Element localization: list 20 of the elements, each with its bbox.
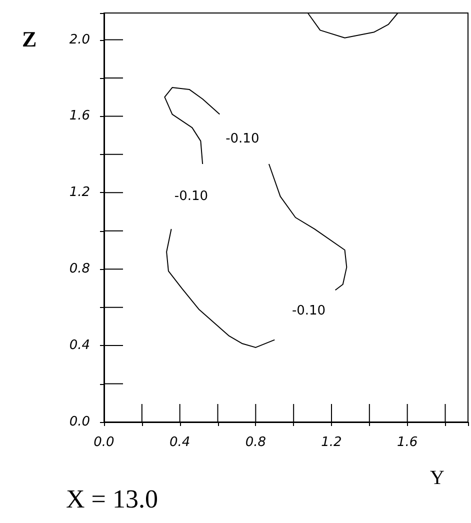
y-tick-label: 0.4 [69,338,90,354]
x-axis-title: Y [430,467,444,489]
annotation: -0.10 [174,188,208,204]
x-tick-label: 1.2 [321,435,342,450]
line-series [268,163,348,291]
x-tick-label: 0.8 [245,435,266,450]
line-series [164,87,220,164]
y-axis-title: Z [22,26,37,52]
x-tick-label: 1.6 [396,435,418,450]
x-tick-label: 0.0 [94,435,114,450]
annotation: -0.10 [226,132,260,147]
text: X = 13.0 [66,484,158,514]
line-series [166,228,276,348]
annotation: -0.10 [292,304,326,319]
y-tick-label: 0.8 [69,262,90,277]
y-tick-label: 0.0 [69,414,90,430]
x-tick-label: 0.4 [169,435,190,450]
y-tick-label: 1.2 [69,185,90,200]
y-tick-label: 2.0 [69,32,90,48]
y-tick-label: 1.6 [69,108,90,124]
